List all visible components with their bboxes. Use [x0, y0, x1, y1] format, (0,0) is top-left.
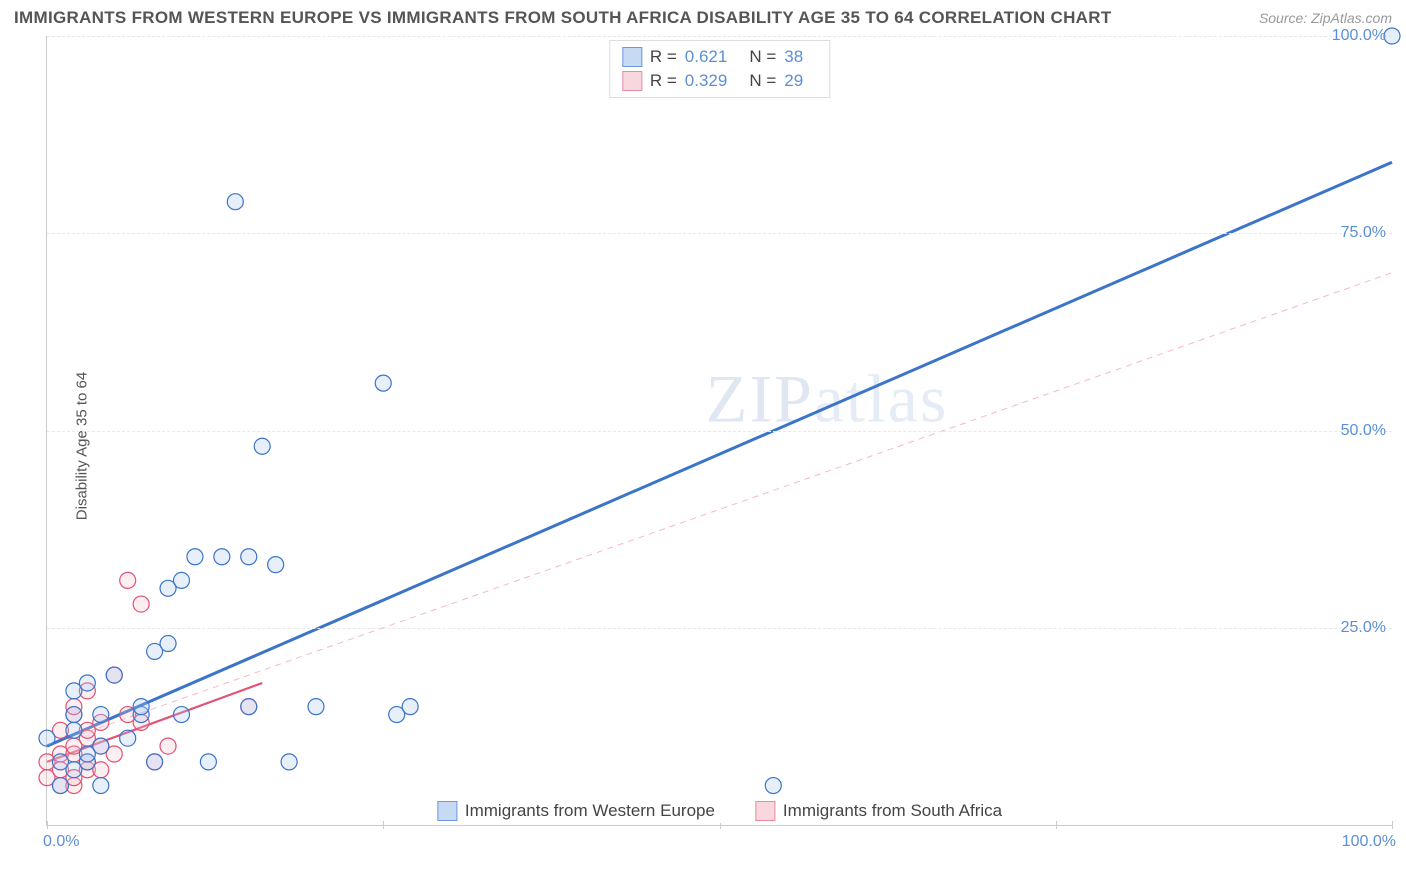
gridline-h: [47, 431, 1392, 432]
y-tick-label: 25.0%: [1341, 619, 1386, 637]
x-label-max: 100.0%: [1342, 833, 1396, 851]
swatch-series2-bottom: [755, 801, 775, 821]
r-label: R =: [650, 71, 677, 91]
y-tick-label: 100.0%: [1332, 27, 1386, 45]
n-label: N =: [749, 71, 776, 91]
r-value-2: 0.329: [685, 71, 728, 91]
n-value-2: 29: [784, 71, 803, 91]
swatch-series2: [622, 71, 642, 91]
y-tick-label: 50.0%: [1341, 422, 1386, 440]
n-label: N =: [749, 47, 776, 67]
x-tick: [47, 821, 48, 829]
y-tick-label: 75.0%: [1341, 224, 1386, 242]
r-label: R =: [650, 47, 677, 67]
source-label: Source: ZipAtlas.com: [1259, 10, 1392, 26]
swatch-series1: [622, 47, 642, 67]
x-tick: [1392, 821, 1393, 829]
x-label-min: 0.0%: [43, 833, 79, 851]
legend-item-2: Immigrants from South Africa: [755, 801, 1002, 821]
legend-series: Immigrants from Western Europe Immigrant…: [429, 799, 1010, 823]
legend-correlation: R = 0.621 N = 38 R = 0.329 N = 29: [609, 40, 830, 98]
n-value-1: 38: [784, 47, 803, 67]
x-tick: [383, 821, 384, 829]
series2-name: Immigrants from South Africa: [783, 801, 1002, 821]
swatch-series1-bottom: [437, 801, 457, 821]
legend-row-series2: R = 0.329 N = 29: [622, 69, 817, 93]
series1-name: Immigrants from Western Europe: [465, 801, 715, 821]
plot-area: ZIPatlas R = 0.621 N = 38 R = 0.329 N = …: [46, 36, 1392, 826]
title-bar: IMMIGRANTS FROM WESTERN EUROPE VS IMMIGR…: [14, 8, 1392, 28]
x-tick: [1056, 821, 1057, 829]
legend-row-series1: R = 0.621 N = 38: [622, 45, 817, 69]
gridline-h: [47, 36, 1392, 37]
legend-item-1: Immigrants from Western Europe: [437, 801, 715, 821]
gridline-h: [47, 628, 1392, 629]
r-value-1: 0.621: [685, 47, 728, 67]
gridline-h: [47, 233, 1392, 234]
chart-title: IMMIGRANTS FROM WESTERN EUROPE VS IMMIGR…: [14, 8, 1112, 28]
